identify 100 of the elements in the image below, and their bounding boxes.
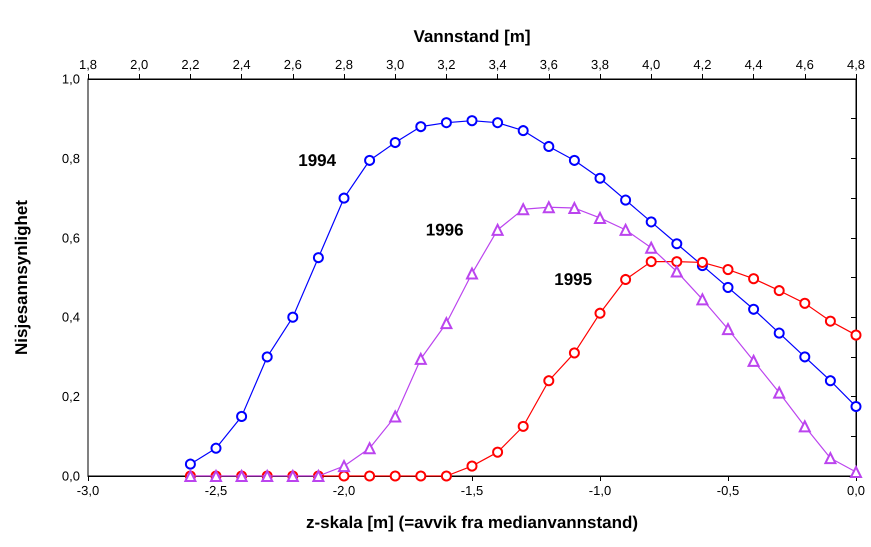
series-label: 1995: [554, 270, 592, 289]
y-tick-label: 0,8: [62, 150, 80, 166]
point: [850, 466, 862, 478]
x2-tick-label: 2,4: [232, 57, 251, 72]
point: [517, 203, 530, 216]
point: [338, 470, 350, 482]
point: [645, 242, 658, 254]
x-axis-title: z-skala [m] (=avvik fra medianvannstand): [306, 513, 638, 532]
x2-tick-label: 2,8: [334, 57, 354, 72]
point: [466, 115, 478, 126]
point: [338, 460, 350, 472]
point: [415, 470, 426, 482]
point: [518, 125, 529, 136]
point: [620, 274, 632, 285]
point: [466, 460, 478, 472]
point: [542, 201, 555, 214]
point: [670, 266, 683, 278]
point: [568, 347, 580, 358]
x2-tick-label: 2,0: [130, 57, 148, 72]
point: [696, 256, 708, 268]
x-tick-label: -2,5: [204, 483, 228, 498]
series-label: 1996: [426, 220, 464, 240]
x2-tick-label: 1,8: [78, 57, 98, 72]
point: [594, 172, 606, 184]
x2-tick-label: 4,6: [796, 57, 814, 72]
point: [620, 224, 632, 236]
y-tick-label: 0,2: [62, 389, 80, 404]
point: [389, 410, 402, 422]
x2-tick-label: 4,0: [642, 57, 660, 72]
y-tick-label: 0,4: [62, 310, 80, 325]
x2-tick-label: 2,2: [181, 57, 200, 72]
point: [568, 154, 580, 166]
point: [594, 308, 606, 319]
point: [774, 285, 785, 296]
point: [568, 202, 580, 214]
point: [646, 256, 657, 268]
y-tick-label: 0,0: [62, 468, 80, 484]
x2-tick-label: 2,6: [284, 57, 302, 72]
point: [518, 420, 529, 432]
point: [594, 212, 606, 224]
point: [824, 452, 836, 464]
series-label: 1994: [298, 150, 337, 170]
point: [415, 121, 426, 132]
point: [390, 470, 401, 482]
point: [287, 312, 298, 323]
point: [671, 256, 682, 268]
point: [799, 351, 810, 362]
point: [492, 224, 504, 236]
point: [390, 137, 401, 148]
point: [773, 386, 786, 399]
point: [262, 351, 273, 362]
point: [799, 298, 810, 309]
point: [364, 442, 376, 454]
x2-tick-label: 4,8: [846, 57, 866, 72]
point: [492, 117, 504, 128]
point: [210, 442, 222, 454]
x-tick-label: -0,5: [716, 483, 740, 498]
x-tick-label: -1,5: [460, 483, 484, 498]
x2-tick-label: 3,2: [437, 57, 456, 72]
x2-axis-title: Vannstand [m]: [413, 27, 531, 46]
point: [440, 117, 452, 128]
y-tick-label: 0,6: [62, 230, 80, 246]
x-tick-label: 0,0: [846, 483, 866, 498]
point: [748, 273, 760, 284]
y-tick-label: 1,0: [62, 72, 80, 86]
point: [184, 458, 196, 470]
point: [312, 252, 324, 264]
y-axis-title: Nisjesannsynlighet: [12, 200, 31, 355]
x2-tick-label: 3,8: [590, 57, 610, 72]
point: [466, 268, 478, 280]
point: [543, 375, 554, 386]
point: [440, 470, 452, 482]
point: [543, 140, 554, 152]
point: [824, 375, 836, 386]
point: [338, 192, 350, 204]
point: [440, 317, 452, 330]
point: [824, 316, 836, 327]
x2-tick-label: 3,6: [540, 57, 558, 72]
point: [414, 352, 427, 365]
point: [722, 264, 734, 276]
x2-tick-label: 4,4: [744, 57, 763, 72]
point: [671, 238, 682, 250]
point: [620, 194, 632, 206]
point: [722, 282, 734, 293]
point: [722, 323, 734, 336]
point: [696, 293, 708, 306]
point: [774, 328, 785, 339]
x2-tick-label: 3,4: [488, 57, 507, 72]
point: [646, 216, 657, 228]
point: [748, 354, 760, 367]
point: [364, 470, 376, 482]
x2-tick-label: 3,0: [386, 57, 404, 72]
point: [748, 304, 760, 315]
x-tick-label: -3,0: [76, 483, 100, 498]
x-tick-label: -2,0: [332, 483, 356, 498]
point: [364, 154, 376, 166]
point: [492, 446, 504, 458]
point: [850, 330, 862, 341]
x-tick-label: -1,0: [588, 483, 612, 498]
point: [850, 401, 862, 412]
